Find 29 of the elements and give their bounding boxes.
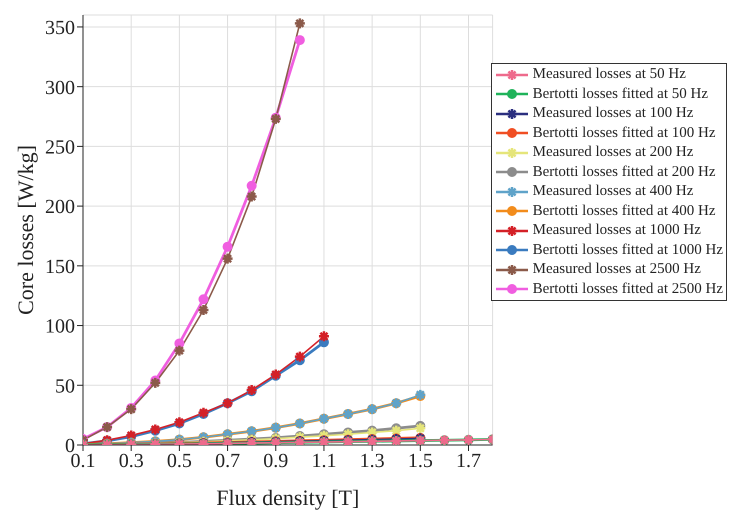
legend-label: Measured losses at 50 Hz — [532, 65, 687, 84]
x-tick-label: 0.5 — [166, 450, 192, 472]
y-tick-label: 150 — [45, 256, 75, 278]
legend-label: Measured losses at 100 Hz — [532, 104, 694, 123]
y-tick-label: 100 — [45, 316, 75, 338]
legend-label: Bertotti losses fitted at 200 Hz — [532, 162, 716, 182]
legend-label: Measured losses at 1000 Hz — [532, 221, 702, 240]
legend-label: Bertotti losses fitted at 1000 Hz — [532, 240, 723, 260]
y-tick-label: 200 — [45, 196, 75, 218]
legend-label: Measured losses at 200 Hz — [532, 143, 694, 162]
x-tick-label: 1.5 — [408, 450, 433, 472]
legend-label: Measured losses at 400 Hz — [532, 182, 694, 201]
x-tick-label: 0.9 — [263, 450, 288, 472]
legend-label: Bertotti losses fitted at 100 Hz — [532, 124, 716, 142]
x-tick-label: 0.7 — [215, 450, 240, 472]
legend-label: Bertotti losses fitted at 400 Hz — [532, 202, 716, 220]
x-tick-label: 1.1 — [311, 450, 336, 472]
y-tick-label: 300 — [45, 76, 75, 99]
y-tick-label: 250 — [45, 136, 75, 158]
x-tick-label: 1.3 — [360, 450, 385, 472]
y-axis-title: Core losses [W/kg] — [12, 145, 38, 315]
x-axis-title: Flux density [T] — [216, 485, 360, 510]
legend-label: Bertotti losses fitted at 50 Hz — [532, 84, 709, 104]
legend-label: Bertotti losses fitted at 2500 Hz — [532, 280, 723, 298]
x-tick-label: 1.7 — [456, 450, 482, 472]
y-tick-label: 50 — [55, 375, 75, 398]
y-tick-label: 350 — [45, 17, 75, 40]
legend-label: Measured losses at 2500 Hz — [532, 260, 702, 279]
x-tick-label: 0.3 — [118, 450, 144, 472]
